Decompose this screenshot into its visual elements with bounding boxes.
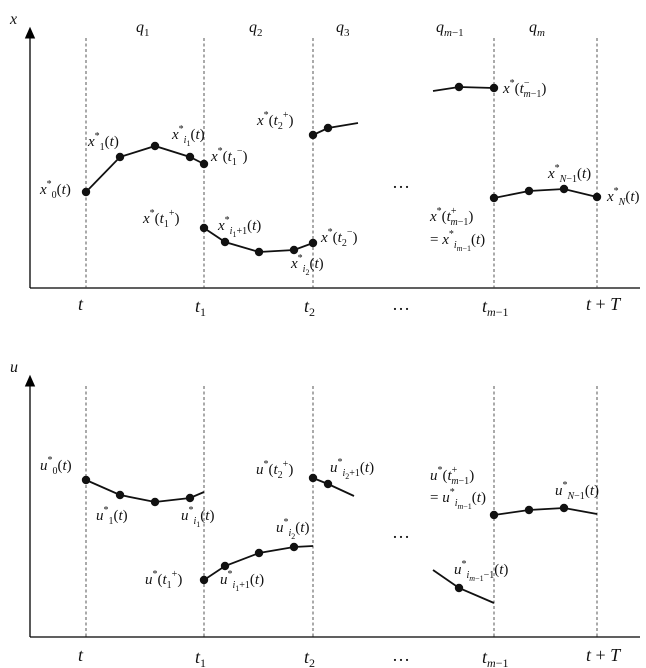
svg-text:x*(t1+): x*(t1+) [142,208,179,230]
svg-text:t1: t1 [195,647,206,668]
svg-text:x*i2(t): x*i2(t) [290,253,324,277]
svg-text:x*(t2+): x*(t2+) [256,110,293,132]
svg-text:…: … [392,294,410,314]
svg-text:x*N−1(t): x*N−1(t) [547,163,591,185]
svg-text:x*N(t): x*N(t) [606,186,640,208]
state-axis-label: x [9,11,17,28]
ellipsis-bottom-mid: … [392,522,410,542]
svg-text:tm−1: tm−1 [482,296,508,319]
svg-text:t: t [78,645,84,665]
state-panel: x q1 q2 q3 qm−1 qm [9,11,640,319]
svg-text:q3: q3 [336,19,350,39]
svg-text:x*(t1−): x*(t1−) [210,146,247,168]
svg-text:x*1(t): x*1(t) [87,131,119,153]
svg-text:t: t [78,294,84,314]
svg-text:q1: q1 [136,19,150,39]
svg-text:u*i1+1(t): u*i1+1(t) [220,569,264,593]
svg-text:x*i1(t): x*i1(t) [171,124,205,148]
svg-text:t2: t2 [304,647,315,668]
input-points [81,473,569,593]
svg-text:= u*im−1(t): = u*im−1(t) [430,487,486,511]
svg-text:x*(t+m−1): x*(t+ m−1) [429,206,473,228]
mode-labels: q1 q2 q3 qm−1 qm [136,19,545,39]
state-traj-qm [493,188,598,199]
svg-text:u*im−1−1(t): u*im−1−1(t) [454,559,508,583]
time-ticks-top: t t1 t2 … tm−1 t + T [78,294,622,319]
state-traj-qm1 [432,86,495,92]
svg-text:…: … [392,645,410,665]
svg-text:tm−1: tm−1 [482,647,508,668]
svg-text:u*(t1+): u*(t1+) [145,569,182,591]
time-ticks-bottom: t t1 t2 … tm−1 t + T [78,645,622,668]
svg-text:u*N−1(t): u*N−1(t) [555,480,599,502]
svg-text:x*i1+1(t): x*i1+1(t) [217,215,261,239]
svg-text:t + T: t + T [586,294,622,314]
svg-text:t + T: t + T [586,645,622,665]
svg-text:u*i2(t): u*i2(t) [276,517,309,541]
svg-text:x*(t−m−1): x*(t− m−1) [502,78,546,100]
svg-text:q2: q2 [249,19,263,39]
svg-text:u*(t+m−1): u*(t+ m−1) [430,465,474,487]
input-axis-label: u [10,359,18,376]
svg-text:qm: qm [529,19,545,39]
svg-text:u*i2+1(t): u*i2+1(t) [330,457,374,481]
svg-text:u*1(t): u*1(t) [96,505,128,527]
svg-text:t2: t2 [304,296,315,319]
input-point-labels: u*0(t) u*1(t) u*i1(t) u*(t1+) u*i1+1(t) … [40,455,599,593]
svg-text:x*0(t): x*0(t) [39,179,71,201]
svg-text:u*(t2+): u*(t2+) [256,459,293,481]
input-panel: u u*0(t) u*1(t) [10,359,640,668]
svg-text:u*i1(t): u*i1(t) [181,505,214,529]
svg-text:u*0(t): u*0(t) [40,455,72,477]
svg-text:qm−1: qm−1 [436,19,464,39]
ellipsis-top-mid: … [392,172,410,192]
state-traj-q3 [312,122,359,136]
svg-text:x*(t2−): x*(t2−) [320,227,357,249]
input-traj-qm [493,507,598,516]
state-points [81,82,602,257]
state-point-labels: x*0(t) x*1(t) x*i1(t) x*(t1−) x*(t1+) x*… [39,78,640,277]
svg-text:t1: t1 [195,296,206,319]
svg-text:= x*im−1(t): = x*im−1(t) [430,229,485,253]
